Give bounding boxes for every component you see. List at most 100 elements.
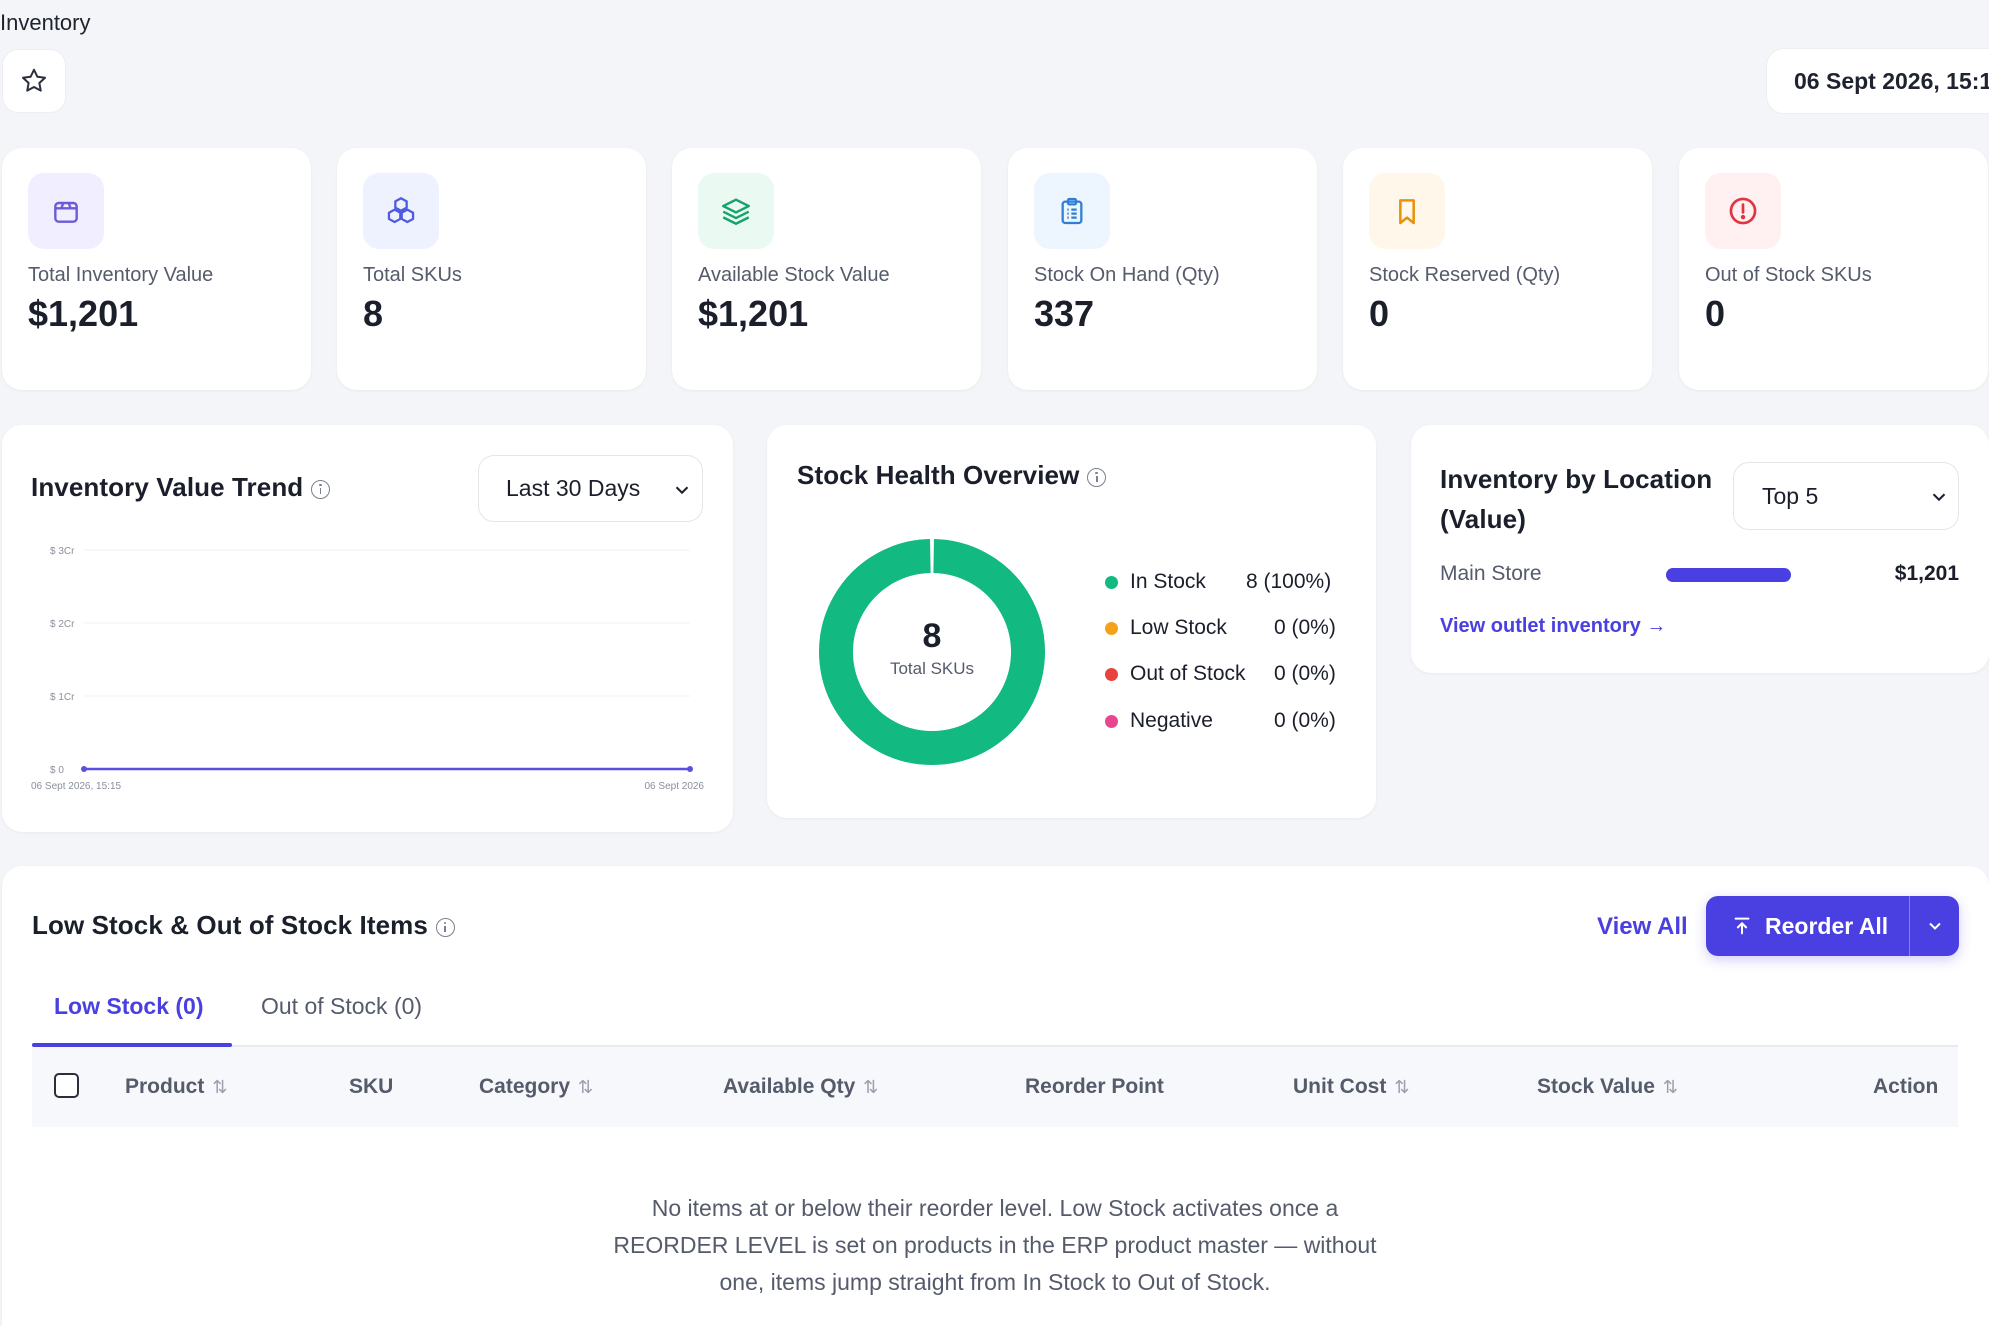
reorder-all-button[interactable]: Reorder All (1706, 896, 1909, 956)
star-icon (22, 68, 46, 92)
column-label: Category (479, 1075, 571, 1098)
clipboard-icon (1034, 173, 1110, 249)
kpi-value: 8 (363, 293, 384, 334)
legend-dot (1105, 667, 1118, 681)
column-header-reorder-point: Reorder Point (1025, 1075, 1164, 1099)
reorder-all-split-button: Reorder All (1706, 896, 1959, 956)
chevron-down-icon (1932, 493, 1946, 502)
empty-state-line: REORDER LEVEL is set on products in the … (613, 1232, 1377, 1258)
y-tick-label: $ 2Cr (50, 619, 75, 630)
tab-low-stock[interactable]: Low Stock (0) (54, 993, 204, 1019)
kpi-label: Total Inventory Value (28, 264, 214, 286)
kpi-label: Total SKUs (363, 264, 462, 286)
location-row-value: $1,201 (1894, 562, 1959, 585)
legend-label: Out of Stock (1130, 662, 1246, 685)
sort-icon: ⇅ (578, 1076, 594, 1097)
health-title-text: Stock Health Overview (797, 460, 1080, 490)
stock-health-card: Stock Health Overview (767, 425, 1376, 818)
trend-title-text: Inventory Value Trend (31, 472, 304, 502)
datetime-text: 06 Sept 2026, 15:15 (1794, 67, 1989, 94)
table-header (32, 1047, 1958, 1127)
trend-title: Inventory Value Trend (31, 472, 331, 503)
x-tick-label: 06 Sept 2026 (645, 781, 705, 792)
kpi-card-stock-reserved: Stock Reserved (Qty) 0 (1343, 148, 1652, 390)
column-label: Available Qty (723, 1075, 856, 1098)
donut-center-label: Total SKUs (889, 659, 975, 678)
x-tick-label: 06 Sept 2026, 15:15 (31, 781, 122, 792)
info-icon[interactable] (435, 917, 455, 937)
kpi-label: Available Stock Value (698, 264, 890, 286)
location-row-name: Main Store (1440, 562, 1542, 585)
info-icon[interactable] (311, 479, 331, 499)
column-header-unit-cost[interactable]: Unit Cost ⇅ (1293, 1075, 1409, 1099)
legend-dot (1105, 714, 1118, 728)
inventory-value-trend-card: Inventory Value Trend Last 30 Days $ 3Cr… (2, 425, 733, 832)
legend-value: 0 (0%) (1274, 662, 1336, 685)
location-range-value: Top 5 (1762, 482, 1819, 509)
inventory-by-location-card: Inventory by Location (Value) Top 5 Main… (1411, 425, 1989, 673)
location-bar-track (1666, 568, 1791, 582)
column-label: Stock Value (1537, 1075, 1655, 1098)
low-stock-title: Low Stock & Out of Stock Items (32, 910, 455, 941)
data-point[interactable] (81, 766, 87, 772)
active-tab-indicator (32, 1043, 232, 1047)
health-title: Stock Health Overview (797, 460, 1107, 491)
reorder-options-button[interactable] (1910, 896, 1959, 956)
column-header-action: Action (1873, 1075, 1938, 1099)
chevron-down-icon (675, 486, 689, 495)
legend-value: 0 (0%) (1274, 616, 1336, 639)
data-point[interactable] (687, 766, 693, 772)
legend-dot (1105, 575, 1118, 589)
kpi-card-stock-on-hand: Stock On Hand (Qty) 337 (1008, 148, 1317, 390)
upload-icon (1734, 917, 1750, 935)
legend-item-low-stock: Low Stock (1105, 616, 1227, 640)
view-outlet-inventory-link[interactable]: View outlet inventory → (1440, 615, 1667, 637)
kpi-value: 0 (1705, 293, 1726, 334)
kpi-card-out-of-stock-skus: Out of Stock SKUs 0 (1679, 148, 1988, 390)
kpi-label: Stock Reserved (Qty) (1369, 264, 1561, 286)
column-header-stock-value[interactable]: Stock Value ⇅ (1537, 1075, 1678, 1099)
kpi-label: Stock On Hand (Qty) (1034, 264, 1220, 286)
button-divider (1909, 896, 1910, 956)
location-title-line1: Inventory by Location (1440, 464, 1713, 494)
donut-center-value: 8 (922, 617, 942, 655)
kpi-label: Out of Stock SKUs (1705, 264, 1872, 286)
donut-slice[interactable] (819, 539, 1045, 765)
trend-line-chart: $ 3Cr $ 2Cr $ 1Cr $ 0 06 Sept 2026, 15:15 06 … (31, 546, 705, 792)
column-label: SKU (349, 1075, 394, 1098)
tab-out-of-stock[interactable]: Out of Stock (0) (261, 993, 423, 1019)
view-all-link[interactable]: View All (1597, 913, 1688, 940)
kpi-card-available-stock-value: Available Stock Value $1,201 (672, 148, 981, 390)
legend-value: 0 (0%) (1274, 709, 1336, 732)
column-header-product[interactable]: Product ⇅ (125, 1075, 227, 1099)
sort-icon: ⇅ (1394, 1076, 1410, 1097)
column-label: Reorder Point (1025, 1075, 1164, 1098)
column-header-category[interactable]: Category ⇅ (479, 1075, 593, 1099)
datetime-display: 06 Sept 2026, 15:15 (1766, 48, 1989, 114)
stock-health-donut-chart (819, 539, 1045, 765)
select-all-checkbox[interactable] (54, 1073, 79, 1098)
kpi-value: $1,201 (698, 293, 809, 334)
location-range-select[interactable]: Top 5 (1733, 462, 1959, 530)
column-header-sku: SKU (349, 1075, 393, 1099)
kpi-card-total-skus: Total SKUs 8 (337, 148, 646, 390)
kpi-value: 0 (1369, 293, 1390, 334)
favorite-button[interactable] (2, 49, 66, 113)
y-tick-label: $ 3Cr (50, 546, 75, 557)
kpi-card-total-inventory-value: Total Inventory Value $1,201 (2, 148, 311, 390)
page-title: Inventory (0, 10, 91, 35)
sort-icon: ⇅ (212, 1076, 228, 1097)
info-icon[interactable] (1087, 467, 1107, 487)
kpi-value: 337 (1034, 293, 1095, 334)
location-title-line2: (Value) (1440, 504, 1526, 534)
chevron-down-icon (1928, 922, 1941, 930)
y-tick-label: $ 1Cr (50, 692, 75, 703)
column-label: Product (125, 1075, 205, 1098)
tabs-divider (32, 1045, 1958, 1047)
y-tick-label: $ 0 (50, 765, 64, 776)
column-header-available-qty[interactable]: Available Qty ⇅ (723, 1075, 878, 1099)
sort-icon: ⇅ (863, 1076, 879, 1097)
empty-state-line: one, items jump straight from In Stock t… (719, 1269, 1271, 1295)
legend-label: In Stock (1130, 570, 1206, 593)
trend-range-select[interactable]: Last 30 Days (478, 455, 703, 522)
